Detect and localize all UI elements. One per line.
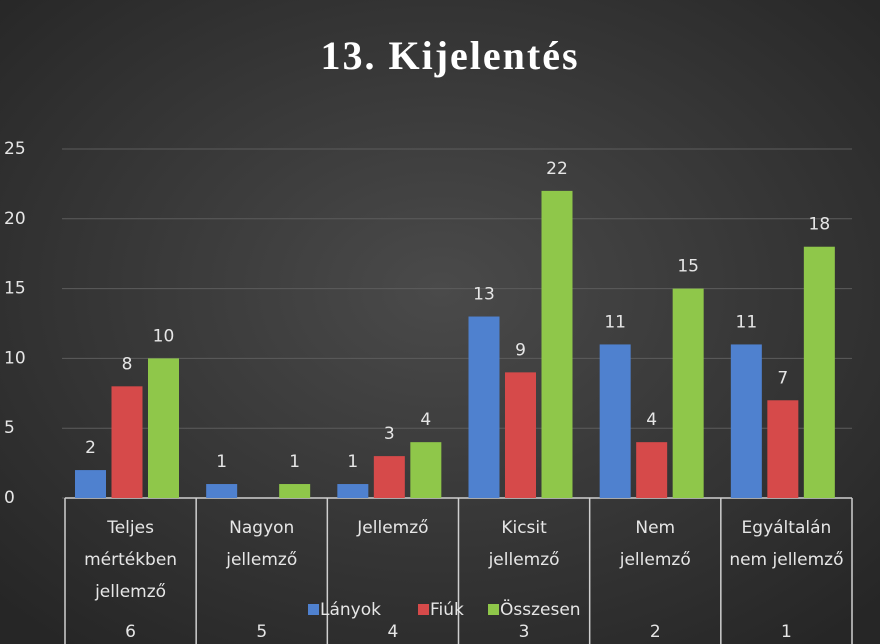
bar xyxy=(505,372,536,498)
data-label: 15 xyxy=(677,257,699,277)
data-label: 1 xyxy=(216,452,227,472)
bar xyxy=(599,344,631,498)
legend-swatch xyxy=(488,604,499,615)
x-tick-label: nem jellemző xyxy=(729,550,843,570)
x-tick-label: Egyáltalán xyxy=(742,518,832,538)
x-tick-label: Teljes xyxy=(106,518,154,538)
data-label: 4 xyxy=(646,410,657,430)
data-label: 1 xyxy=(289,452,300,472)
data-label: 11 xyxy=(736,312,758,332)
bar xyxy=(206,484,238,498)
bar xyxy=(410,442,442,498)
y-tick-label: 0 xyxy=(4,488,15,508)
data-label: 9 xyxy=(515,340,526,360)
data-label: 1 xyxy=(347,452,358,472)
y-tick-label: 15 xyxy=(4,279,26,299)
x-tick-label: jellemző xyxy=(619,550,691,570)
x-tick-code: 4 xyxy=(388,622,399,642)
bar xyxy=(636,442,668,498)
bar xyxy=(148,358,179,498)
x-tick-label: Kicsit xyxy=(501,518,547,538)
bar xyxy=(468,316,500,498)
bar xyxy=(373,456,405,498)
x-tick-label: jellemző xyxy=(488,550,560,570)
x-tick-label: jellemző xyxy=(225,550,297,570)
y-tick-label: 5 xyxy=(4,418,15,438)
bar xyxy=(337,484,369,498)
legend-label: Összesen xyxy=(500,598,581,620)
x-tick-label: Nem xyxy=(635,518,675,538)
x-tick-code: 6 xyxy=(125,622,136,642)
bar xyxy=(672,288,704,498)
data-label: 4 xyxy=(420,410,431,430)
x-tick-label: Jellemző xyxy=(356,518,428,538)
data-label: 10 xyxy=(153,326,175,346)
legend-label: Lányok xyxy=(320,600,381,620)
x-tick-code: 5 xyxy=(256,622,267,642)
legend-swatch xyxy=(308,604,319,615)
bar xyxy=(111,386,143,498)
data-label: 7 xyxy=(777,368,788,388)
data-label: 13 xyxy=(473,285,495,305)
legend-label: Fiúk xyxy=(430,600,464,620)
x-tick-label: Nagyon xyxy=(229,518,294,538)
legend-swatch xyxy=(418,604,429,615)
data-label: 22 xyxy=(546,159,568,179)
data-label: 8 xyxy=(122,354,133,374)
data-label: 18 xyxy=(809,215,831,235)
y-tick-label: 10 xyxy=(4,348,26,368)
data-label: 11 xyxy=(604,312,626,332)
bar xyxy=(541,190,573,498)
data-label: 2 xyxy=(85,438,96,458)
x-tick-label: mértékben xyxy=(84,550,177,570)
bar xyxy=(75,470,106,498)
data-label: 3 xyxy=(384,424,395,444)
x-tick-code: 2 xyxy=(650,622,661,642)
bar xyxy=(279,484,311,498)
bar xyxy=(767,400,799,498)
chart-title: 13. Kijelentés xyxy=(320,33,579,78)
y-tick-label: 25 xyxy=(4,139,26,159)
y-tick-label: 20 xyxy=(4,209,26,229)
x-tick-code: 1 xyxy=(781,622,792,642)
bar xyxy=(803,246,835,498)
bar xyxy=(730,344,762,498)
x-tick-label: jellemző xyxy=(94,582,166,602)
x-tick-code: 3 xyxy=(519,622,530,642)
